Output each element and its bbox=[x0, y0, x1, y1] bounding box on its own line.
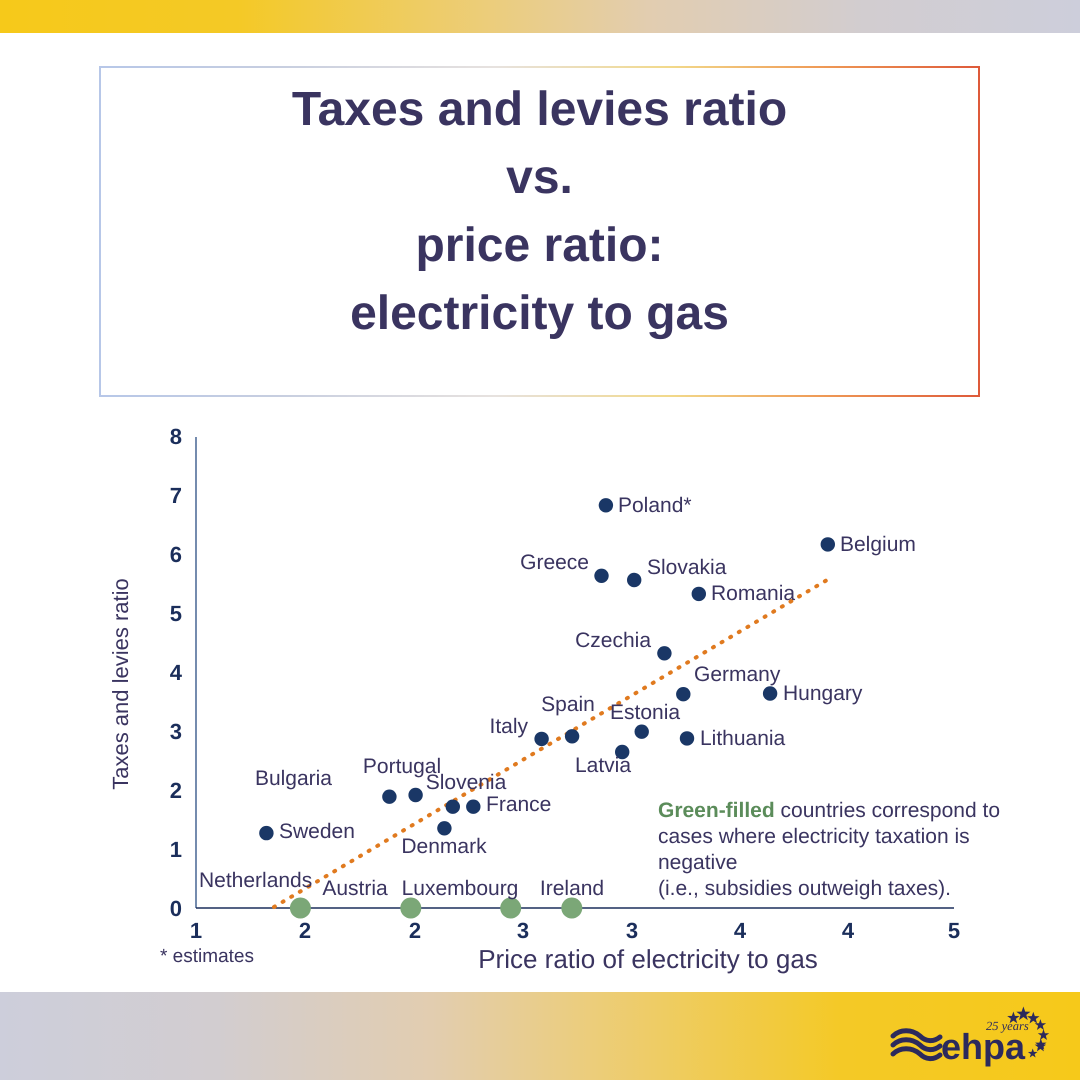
svg-text:4: 4 bbox=[842, 918, 855, 943]
svg-text:Romania: Romania bbox=[711, 582, 795, 605]
svg-text:cases where electricity taxati: cases where electricity taxation is bbox=[658, 825, 970, 848]
svg-text:Austria: Austria bbox=[322, 877, 388, 900]
svg-text:8: 8 bbox=[170, 424, 182, 449]
svg-text:Czechia: Czechia bbox=[575, 629, 651, 652]
svg-text:Ireland: Ireland bbox=[540, 877, 604, 900]
svg-text:0: 0 bbox=[170, 896, 182, 921]
svg-text:Greece: Greece bbox=[520, 551, 589, 574]
svg-text:Netherlands: Netherlands bbox=[199, 869, 312, 892]
svg-text:Slovakia: Slovakia bbox=[647, 556, 727, 579]
svg-text:3: 3 bbox=[170, 719, 182, 744]
svg-text:Italy: Italy bbox=[489, 715, 528, 738]
svg-text:Poland*: Poland* bbox=[618, 494, 692, 517]
svg-text:5: 5 bbox=[170, 601, 182, 626]
svg-text:Lithuania: Lithuania bbox=[700, 727, 786, 750]
svg-text:Estonia: Estonia bbox=[610, 701, 680, 724]
svg-text:Denmark: Denmark bbox=[401, 835, 487, 858]
svg-text:Sweden: Sweden bbox=[279, 820, 355, 843]
svg-text:France: France bbox=[486, 793, 551, 816]
svg-text:4: 4 bbox=[170, 660, 183, 685]
svg-text:5: 5 bbox=[948, 918, 960, 943]
svg-text:2: 2 bbox=[170, 778, 182, 803]
svg-text:Germany: Germany bbox=[694, 663, 781, 686]
svg-text:Belgium: Belgium bbox=[840, 533, 916, 556]
svg-text:Luxembourg: Luxembourg bbox=[402, 877, 519, 900]
svg-text:2: 2 bbox=[299, 918, 311, 943]
svg-text:(i.e., subsidies outweigh taxe: (i.e., subsidies outweigh taxes). bbox=[658, 877, 951, 900]
svg-text:* estimates: * estimates bbox=[160, 946, 254, 967]
svg-text:1: 1 bbox=[170, 837, 182, 862]
svg-text:Slovenia: Slovenia bbox=[426, 771, 507, 794]
svg-text:3: 3 bbox=[626, 918, 638, 943]
svg-text:3: 3 bbox=[517, 918, 529, 943]
svg-text:7: 7 bbox=[170, 483, 182, 508]
svg-text:Spain: Spain bbox=[541, 693, 595, 716]
svg-text:negative: negative bbox=[658, 851, 737, 874]
svg-text:Price ratio of electricity to: Price ratio of electricity to gas bbox=[478, 944, 818, 974]
svg-text:4: 4 bbox=[734, 918, 747, 943]
svg-text:Green-filled countries corresp: Green-filled countries correspond to bbox=[658, 799, 1000, 822]
svg-text:2: 2 bbox=[409, 918, 421, 943]
svg-text:1: 1 bbox=[190, 918, 202, 943]
svg-text:Taxes and levies ratio: Taxes and levies ratio bbox=[108, 578, 133, 790]
svg-text:6: 6 bbox=[170, 542, 182, 567]
svg-text:Bulgaria: Bulgaria bbox=[255, 767, 332, 790]
svg-text:Hungary: Hungary bbox=[783, 682, 863, 705]
svg-text:Latvia: Latvia bbox=[575, 754, 631, 777]
